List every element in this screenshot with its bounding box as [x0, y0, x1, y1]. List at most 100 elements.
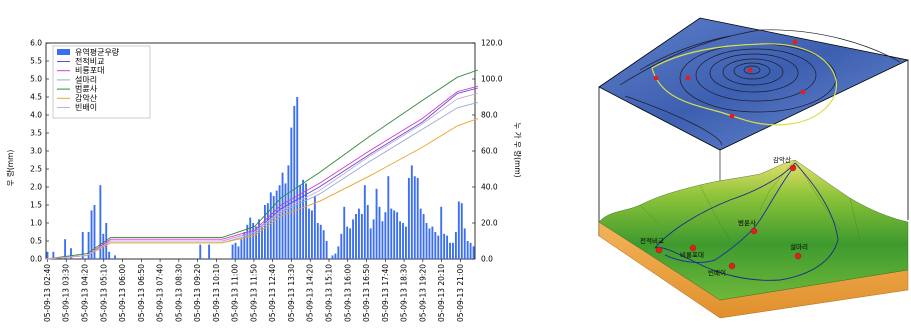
bar [440, 206, 443, 259]
bar [384, 212, 387, 259]
x-tick-label: 05-09-13 16:50 [362, 264, 371, 322]
left-tick-label: 1.0 [30, 219, 42, 228]
bar [407, 178, 410, 259]
bar [290, 127, 293, 259]
bar [369, 228, 372, 259]
bar [302, 179, 305, 259]
bar [296, 97, 299, 259]
axis-ticks [46, 42, 475, 262]
bar [243, 232, 246, 259]
line-series-비룡포대 [45, 85, 479, 260]
bar [114, 255, 116, 259]
bar [246, 224, 249, 259]
x-tick-label: 05-09-13 06:00 [118, 264, 127, 322]
terrain-stream [664, 164, 796, 263]
bar [313, 196, 316, 259]
bar [472, 246, 475, 259]
left-tick-label: 3.0 [30, 147, 42, 156]
bar [381, 221, 384, 259]
x-tick-label: 05-09-13 06:50 [137, 264, 146, 322]
bar [64, 239, 67, 259]
line-series-감악산 [45, 118, 479, 260]
bar [413, 176, 416, 259]
x-tick-label: 05-09-13 18:30 [400, 264, 409, 322]
left-tick-label: 1.5 [30, 201, 42, 210]
bar [325, 241, 328, 259]
bar [402, 223, 404, 259]
bar [249, 217, 252, 259]
terrain-stations [655, 164, 802, 270]
left-tick-label: 5.0 [30, 75, 42, 84]
bar [340, 233, 343, 259]
x-tick-label: 05-09-13 09:20 [193, 264, 202, 322]
bar [308, 208, 310, 259]
bar [252, 223, 255, 259]
contour-plane-stations [653, 39, 806, 119]
left-tick-label: 4.5 [30, 93, 42, 102]
x-tick-labels: 05-09-13 02:40 05-09-13 03:30 05-09-13 04:… [43, 264, 465, 322]
x-tick-label: 05-09-13 05:10 [99, 264, 108, 322]
bar [240, 239, 243, 259]
bar [52, 251, 55, 259]
bar [431, 226, 434, 259]
place-label-설마리: 설마리 [790, 242, 808, 251]
bar [466, 241, 469, 259]
bar [93, 205, 96, 259]
bar [208, 244, 211, 259]
legend-label-전적비교: 전적비교 [75, 56, 104, 66]
bar [396, 212, 399, 259]
bar [372, 219, 375, 259]
line-series-범륜사 [45, 69, 479, 260]
x-tick-label: 05-09-13 15:10 [325, 264, 334, 322]
bar [231, 244, 234, 259]
bar [275, 190, 278, 259]
x-tick-label: 05-09-13 11:50 [249, 264, 258, 322]
bar [360, 214, 363, 259]
x-tick-label: 05-09-13 03:30 [62, 264, 71, 322]
bar [390, 208, 393, 259]
right-tick-label: 100.0 [481, 75, 503, 84]
bar [334, 253, 337, 259]
bar [419, 208, 422, 259]
legend-label-비룡포대: 비룡포대 [75, 66, 104, 75]
line-series-group [45, 69, 479, 260]
bar [269, 192, 272, 259]
right-tick-label: 0.0 [481, 255, 493, 264]
right-axis-label: 누 가 우 량(mm) [513, 122, 522, 177]
bar [357, 208, 360, 259]
x-tick-label: 05-09-13 10:10 [212, 264, 221, 322]
bar [99, 185, 102, 259]
legend-label-설마리: 설마리 [75, 74, 97, 84]
bar [349, 228, 352, 259]
bar [375, 188, 378, 259]
bar [422, 214, 425, 259]
bar [463, 228, 466, 259]
bar [352, 219, 354, 259]
right-tick-label: 80.0 [481, 111, 498, 120]
bar [443, 233, 446, 259]
left-tick-label: 4.0 [30, 111, 42, 120]
bar [108, 251, 111, 259]
bar [428, 228, 431, 259]
x-tick-label: 05-09-13 16:00 [343, 264, 352, 322]
x-tick-label: 05-09-13 19:20 [418, 264, 427, 322]
watershed-boundary-plane [651, 43, 838, 126]
bar [346, 226, 349, 259]
bar [452, 242, 454, 259]
bar [319, 224, 322, 259]
x-tick-label: 05-09-13 12:40 [268, 264, 277, 322]
bar [449, 242, 451, 259]
bar [393, 210, 396, 259]
bar [337, 246, 340, 259]
line-series-빈배이 [45, 92, 479, 260]
bar [416, 178, 419, 259]
right-tick-label: 120.0 [481, 39, 503, 48]
bar [237, 246, 240, 259]
legend-label-범륜사: 범륜사 [75, 84, 98, 94]
bar [266, 203, 269, 259]
bar [293, 106, 296, 259]
rainfall-chart: 0.00.51.01.52.02.53.03.54.04.55.05.56.0 … [6, 39, 522, 323]
